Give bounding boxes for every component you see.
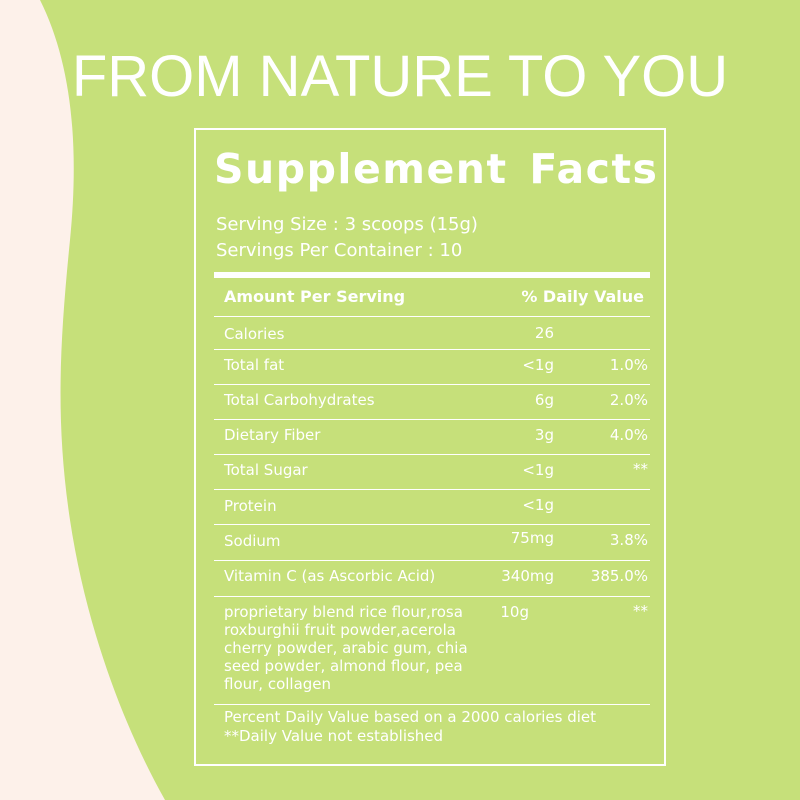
row-daily-value: 1.0% <box>609 356 648 374</box>
row-amount: 6g <box>534 391 554 409</box>
table-row: Dietary Fiber 3g 4.0% <box>214 419 650 454</box>
row-daily-value: ** <box>633 602 648 620</box>
table-row: Vitamin C (as Ascorbic Acid) 340mg 385.0… <box>214 560 650 596</box>
headline: FROM NATURE TO YOU <box>71 44 729 109</box>
row-amount: 340mg <box>501 567 554 585</box>
row-amount: <1g <box>522 356 554 374</box>
row-name: Vitamin C (as Ascorbic Acid) <box>224 567 436 585</box>
table-row: Sodium 75mg 3.8% <box>214 524 650 560</box>
nutrient-table: Calories 26 Total fat <1g 1.0% Total Car… <box>214 316 650 705</box>
footnote-daily-value-basis: Percent Daily Value based on a 2000 calo… <box>224 708 597 726</box>
table-row: Total Carbohydrates 6g 2.0% <box>214 384 650 419</box>
row-daily-value: 385.0% <box>590 567 648 585</box>
header-daily-value: % Daily Value <box>521 287 644 306</box>
table-header: Amount Per Serving % Daily Value <box>224 284 644 310</box>
row-daily-value: 3.8% <box>609 531 648 549</box>
row-name: Calories <box>224 325 285 343</box>
row-daily-value: ** <box>633 460 648 478</box>
row-amount: <1g <box>522 461 554 479</box>
row-name: Total Carbohydrates <box>224 391 375 409</box>
row-daily-value: 2.0% <box>609 391 648 409</box>
row-name: Total fat <box>224 356 285 374</box>
table-row: Calories 26 <box>214 316 650 349</box>
table-row: Total fat <1g 1.0% <box>214 349 650 384</box>
row-name: Total Sugar <box>224 461 308 479</box>
row-amount: 75mg <box>510 529 554 547</box>
row-daily-value: 4.0% <box>609 426 648 444</box>
row-amount: 10g <box>500 603 529 621</box>
footnote-not-established: **Daily Value not established <box>224 727 444 745</box>
serving-size: Serving Size : 3 scoops (15g) <box>216 214 478 235</box>
panel-title: Supplement Facts <box>214 145 659 193</box>
row-amount: 3g <box>534 426 554 444</box>
thick-divider <box>214 272 650 278</box>
row-amount: 26 <box>534 324 554 342</box>
row-name: Protein <box>224 497 277 515</box>
footnote: Percent Daily Value based on a 2000 calo… <box>224 708 596 746</box>
table-row: proprietary blend rice flour,rosa roxbur… <box>214 596 650 704</box>
table-row: Protein <1g <box>214 489 650 524</box>
table-row: Total Sugar <1g ** <box>214 454 650 489</box>
row-name: Dietary Fiber <box>224 426 321 444</box>
supplement-facts-panel: Supplement Facts Serving Size : 3 scoops… <box>194 128 666 766</box>
servings-per-container: Servings Per Container : 10 <box>216 240 463 261</box>
row-name: proprietary blend rice flour,rosa roxbur… <box>224 603 468 693</box>
header-amount-per-serving: Amount Per Serving <box>224 287 406 306</box>
serving-info: Serving Size : 3 scoops (15g) Servings P… <box>216 212 478 264</box>
table-bottom-rule <box>214 704 650 705</box>
row-name: Sodium <box>224 532 281 550</box>
row-amount: <1g <box>522 496 554 514</box>
